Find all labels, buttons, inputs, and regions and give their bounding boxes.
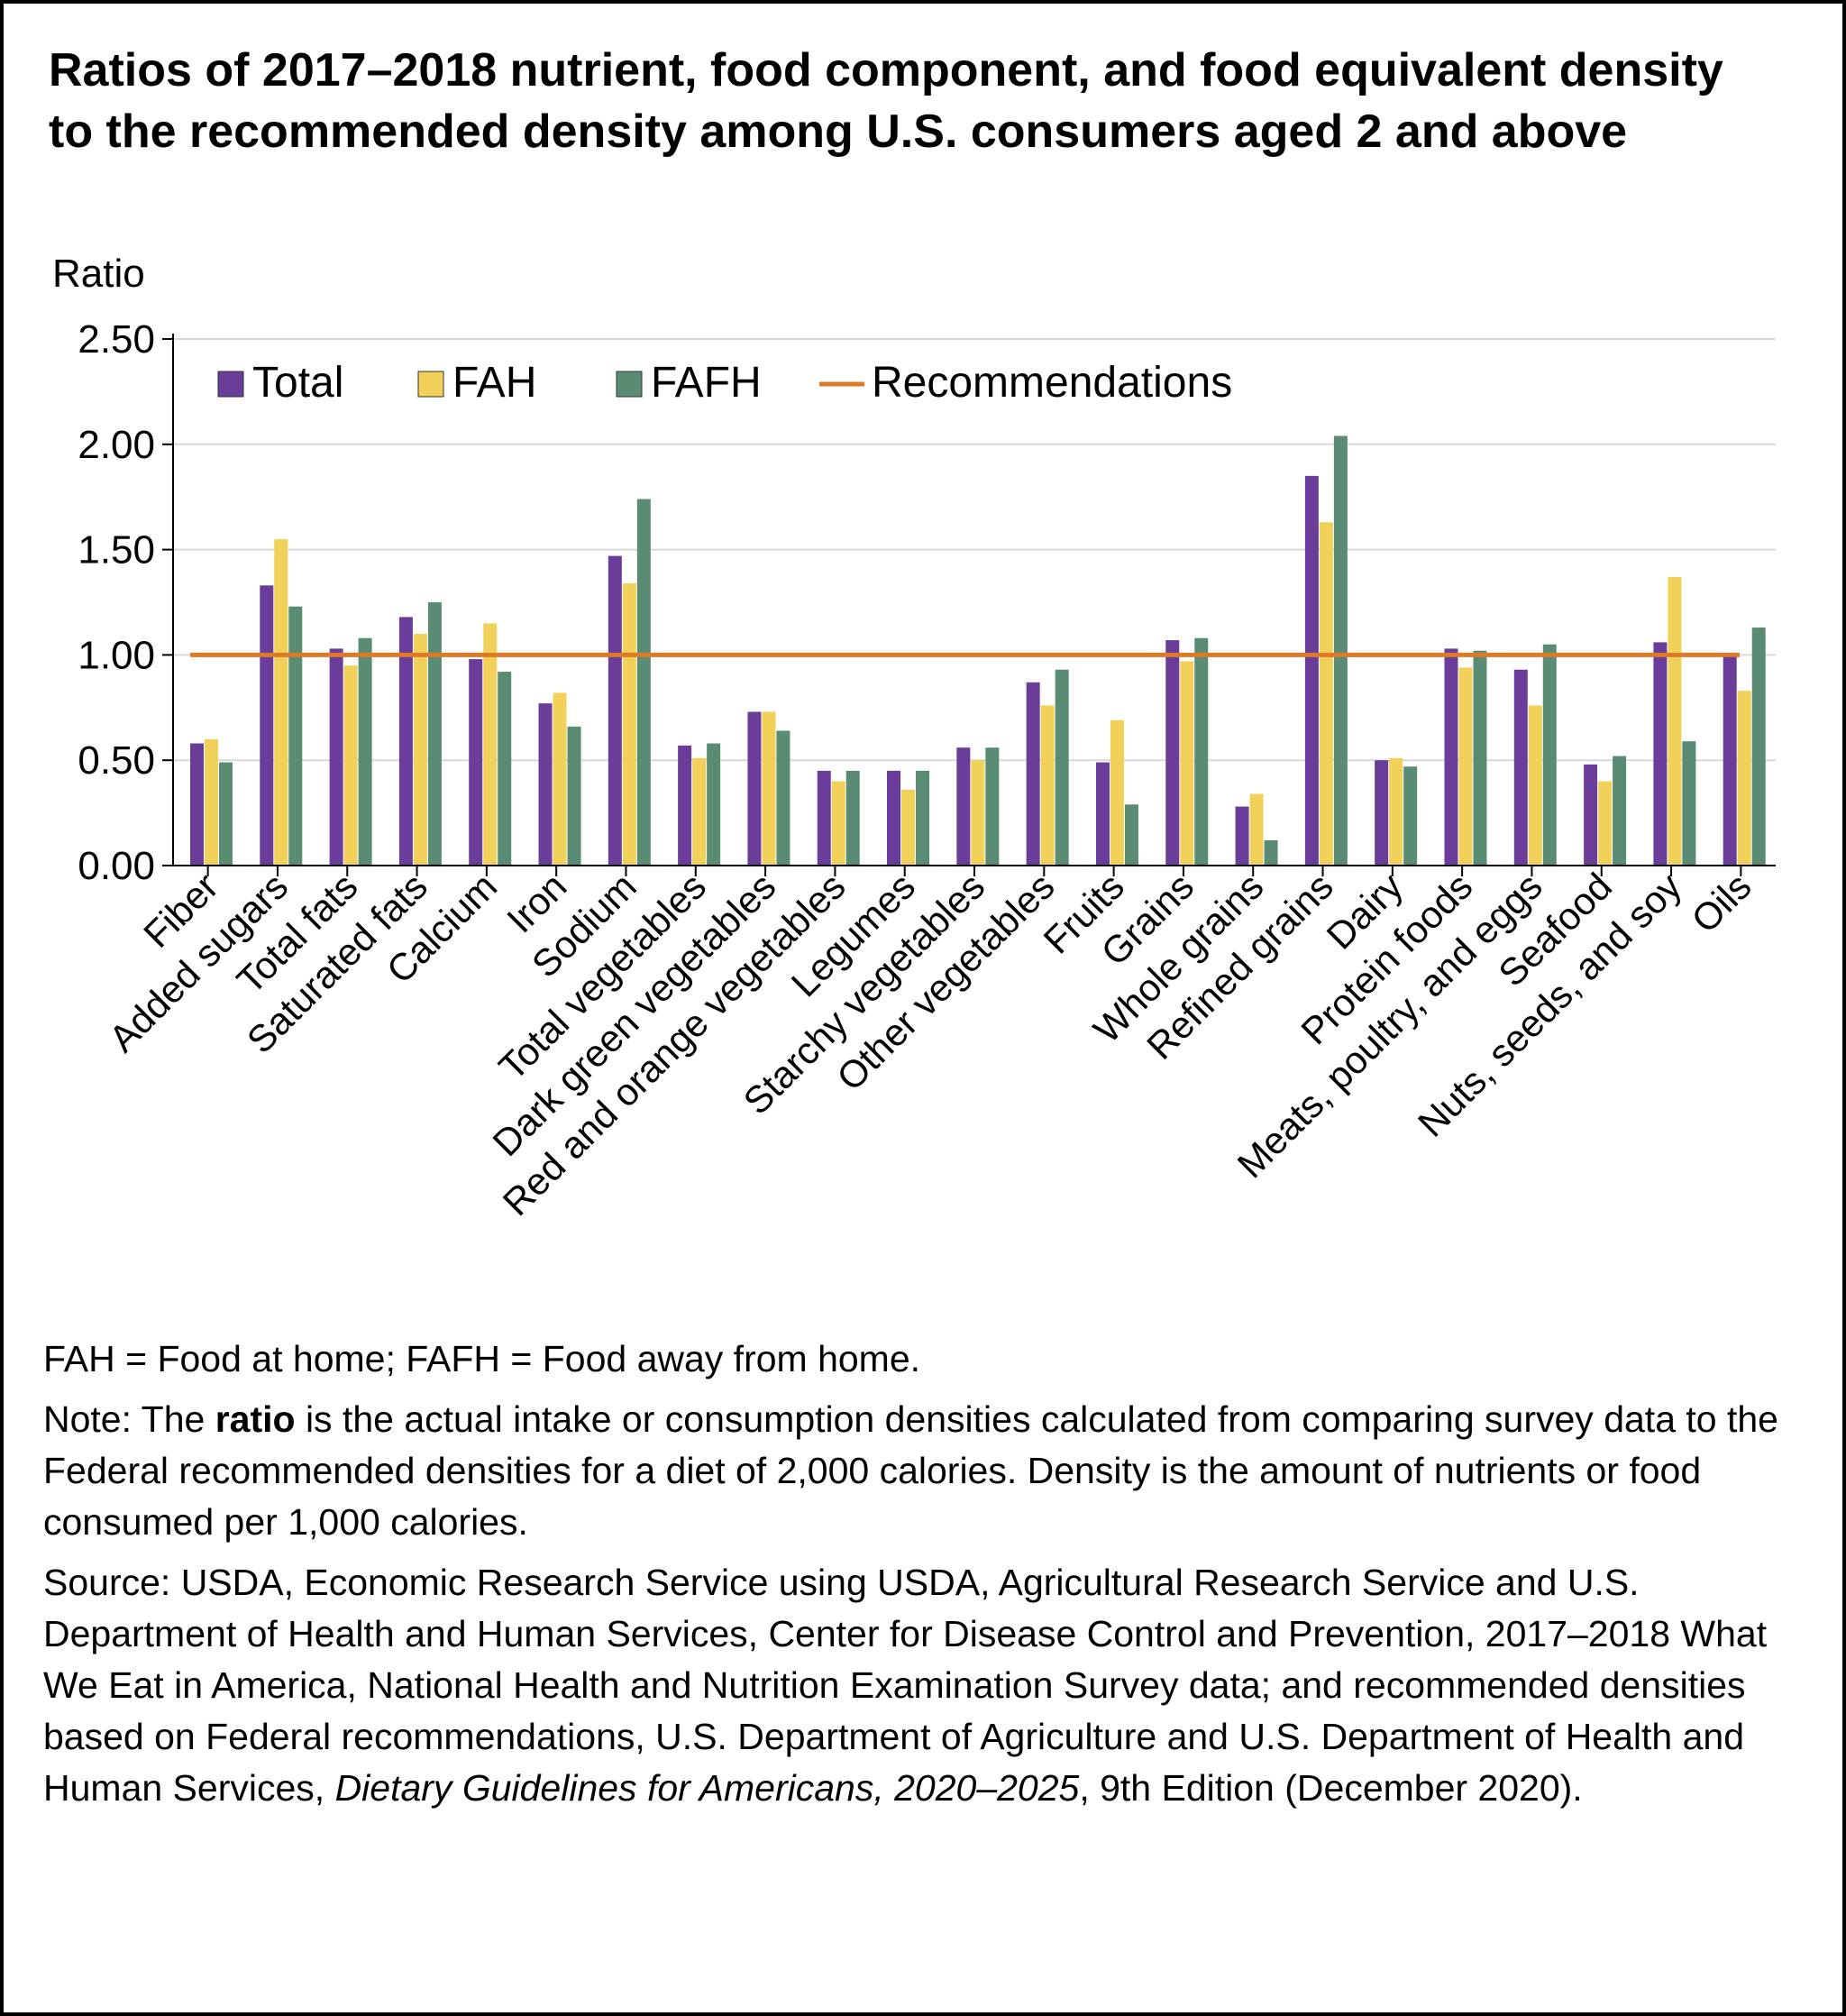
bar-fafh bbox=[1473, 650, 1487, 866]
bar-total bbox=[608, 555, 622, 866]
legend-swatch-total bbox=[217, 371, 244, 398]
bar-total bbox=[329, 648, 343, 866]
bar-fah bbox=[1389, 757, 1403, 866]
bar-fah bbox=[971, 760, 985, 866]
bar-total bbox=[1584, 764, 1598, 866]
bar-total bbox=[1653, 642, 1668, 866]
bar-fah bbox=[1528, 705, 1542, 866]
bar-fah bbox=[553, 692, 567, 866]
bar-total bbox=[1304, 475, 1319, 866]
bar-total bbox=[1444, 648, 1458, 866]
chart-area: Ratio 0.00 0.50 1.00 1.50 2.00 2.50 Fiber Added … bbox=[4, 240, 1846, 1313]
bar-fafh bbox=[916, 770, 930, 866]
ratio-note: Note: The ratio is the actual intake or … bbox=[43, 1394, 1810, 1548]
bar-total bbox=[1026, 682, 1040, 866]
source-note: Source: USDA, Economic Research Service … bbox=[43, 1557, 1810, 1814]
bar-total bbox=[1723, 655, 1737, 866]
legend-label-recommendations: Recommendations bbox=[872, 359, 1232, 407]
bar-fafh bbox=[288, 606, 303, 866]
bar-fafh bbox=[498, 672, 512, 866]
bar-fafh bbox=[1682, 741, 1696, 866]
bar-fah bbox=[1458, 667, 1473, 866]
bar-fah bbox=[413, 634, 427, 866]
bar-total bbox=[260, 585, 274, 866]
bar-fafh bbox=[358, 637, 372, 866]
bar-fah bbox=[343, 665, 358, 866]
note-bold-term: ratio bbox=[215, 1398, 296, 1440]
bar-fah bbox=[622, 582, 636, 866]
bar-fafh bbox=[985, 747, 1000, 866]
bar-fafh bbox=[845, 770, 860, 866]
bar-fah bbox=[1040, 705, 1055, 866]
y-tick-label: 2.50 bbox=[78, 317, 155, 362]
y-tick-label: 0.50 bbox=[78, 738, 155, 783]
legend-swatch-fah bbox=[417, 371, 444, 398]
bar-fah bbox=[692, 757, 707, 866]
legend-label-fafh: FAFH bbox=[651, 359, 762, 407]
bar-total bbox=[1235, 806, 1249, 866]
bar-fah bbox=[483, 623, 498, 866]
y-axis-label: Ratio bbox=[52, 252, 145, 296]
bar-fafh bbox=[567, 726, 581, 866]
bar-fafh bbox=[1055, 669, 1069, 866]
note-prefix: Note: The bbox=[43, 1398, 215, 1440]
y-tick-label: 1.50 bbox=[78, 528, 155, 573]
bar-fah bbox=[1598, 781, 1613, 866]
bar-fah bbox=[205, 738, 218, 866]
bar-fah bbox=[1249, 793, 1264, 866]
chart-title: Ratios of 2017–2018 nutrient, food compo… bbox=[49, 44, 1723, 158]
bar-fah bbox=[1110, 719, 1124, 866]
bar-fafh bbox=[1751, 628, 1766, 866]
source-prefix: Source: USDA, Economic Research Service … bbox=[43, 1562, 1768, 1809]
bar-chart: Ratio0.000.501.001.502.002.50FiberAdded … bbox=[52, 252, 1776, 1223]
note-text: is the actual intake or consumption dens… bbox=[43, 1398, 1778, 1543]
bar-fafh bbox=[1542, 644, 1557, 866]
bar-fah bbox=[762, 711, 776, 866]
bar-total bbox=[1095, 762, 1110, 866]
legend-label-fah: FAH bbox=[452, 359, 536, 407]
bar-total bbox=[1165, 640, 1180, 866]
y-tick-label: 0.00 bbox=[78, 844, 155, 888]
y-tick-label: 1.00 bbox=[78, 633, 155, 677]
bar-fah bbox=[1319, 522, 1333, 866]
bar-fafh bbox=[1264, 839, 1278, 866]
x-tick-label: Oils bbox=[1683, 865, 1759, 940]
bar-total bbox=[538, 703, 553, 866]
bar-fafh bbox=[1613, 756, 1627, 866]
bar-total bbox=[1513, 669, 1528, 866]
bar-fafh bbox=[1403, 766, 1418, 866]
bar-total bbox=[398, 617, 413, 866]
bar-total bbox=[678, 745, 692, 866]
bar-fafh bbox=[1333, 435, 1348, 866]
bar-fafh bbox=[707, 743, 721, 866]
bar-total bbox=[190, 743, 204, 866]
bar-total bbox=[956, 747, 971, 866]
y-tick-label: 2.00 bbox=[78, 423, 155, 467]
source-italic-title: Dietary Guidelines for Americans, 2020–2… bbox=[334, 1767, 1080, 1809]
bar-total bbox=[817, 770, 831, 866]
bar-fah bbox=[1180, 661, 1194, 866]
bar-fafh bbox=[1124, 804, 1138, 866]
bar-fah bbox=[831, 781, 845, 866]
bar-fah bbox=[1737, 691, 1751, 866]
abbreviation-note: FAH = Food at home; FAFH = Food away fro… bbox=[43, 1338, 921, 1379]
bar-fah bbox=[901, 789, 916, 866]
bar-total bbox=[469, 659, 483, 866]
notes-section: FAH = Food at home; FAFH = Food away fro… bbox=[43, 1333, 1810, 1823]
bar-fafh bbox=[219, 762, 233, 866]
bar-fah bbox=[1668, 576, 1682, 866]
legend-label-total: Total bbox=[252, 359, 343, 407]
bar-total bbox=[1375, 760, 1389, 866]
source-suffix: , 9th Edition (December 2020). bbox=[1079, 1767, 1583, 1809]
legend-swatch-fafh bbox=[616, 371, 643, 398]
bar-fafh bbox=[636, 499, 651, 866]
bar-fafh bbox=[1194, 637, 1209, 866]
bar-fafh bbox=[427, 602, 442, 866]
bar-total bbox=[887, 770, 901, 866]
bar-total bbox=[747, 711, 762, 866]
bar-fafh bbox=[776, 730, 790, 866]
bar-fah bbox=[274, 538, 288, 866]
